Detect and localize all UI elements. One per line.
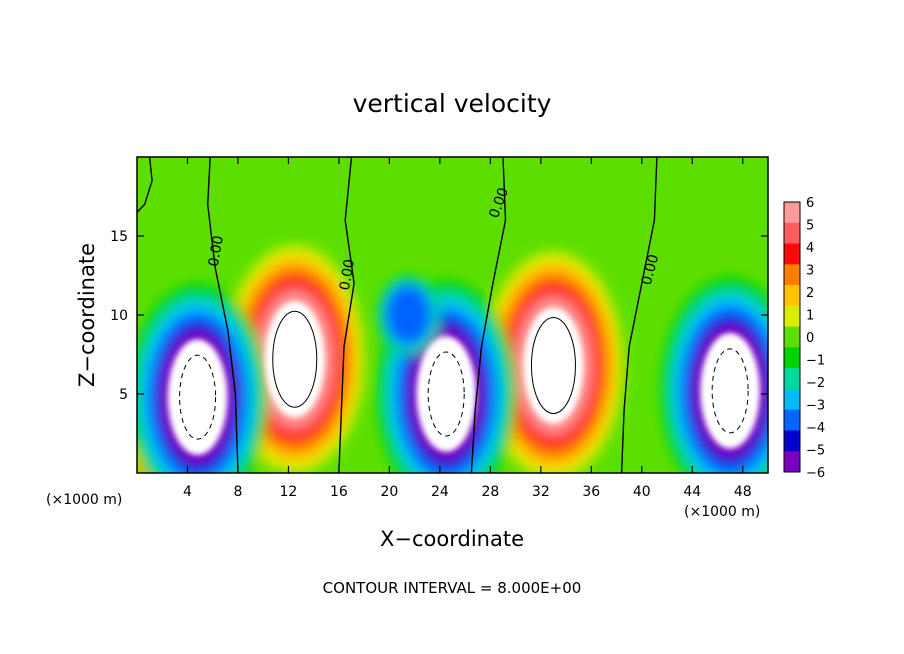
y-axis-title: Z−coordinate <box>75 243 99 387</box>
colorbar-tick-label: −3 <box>806 399 825 414</box>
colorbar-swatch <box>784 430 800 452</box>
x-tick-label: 36 <box>582 484 600 500</box>
x-tick-label: 4 <box>183 484 192 500</box>
colorbar-swatch <box>784 222 800 245</box>
x-tick-label: 20 <box>380 484 398 500</box>
y-tick-label: 5 <box>119 387 128 403</box>
colorbar-tick-label: −1 <box>806 354 825 369</box>
downdraft-contour-fill <box>386 285 431 345</box>
saturated-core <box>700 332 761 449</box>
x-tick-label: 44 <box>683 484 701 500</box>
x-unit-right: (×1000 m) <box>684 504 760 520</box>
colorbar-tick-label: −2 <box>806 376 825 391</box>
zero-contour <box>470 157 507 473</box>
colorbar-swatch <box>784 326 800 348</box>
saturated-core <box>167 339 228 456</box>
contour-label: 0.00 <box>206 234 227 267</box>
colorbar-tick-label: 5 <box>806 219 814 234</box>
y-tick-label: 10 <box>110 308 128 324</box>
negative-contour <box>427 351 465 437</box>
x-tick-label: 40 <box>633 484 651 500</box>
colorbar: 6 5 4 3 2 1 0 −1 −2 −3 −4 −5 −6 <box>783 196 825 481</box>
negative-contour <box>711 348 749 434</box>
x-tick-label: 32 <box>532 484 550 500</box>
colorbar-tick-label: −4 <box>806 421 825 436</box>
saturated-core <box>264 301 325 418</box>
zero-contour <box>338 157 355 473</box>
zero-contour <box>620 157 658 473</box>
x-tick-label: 12 <box>280 484 298 500</box>
x-unit-left: (×1000 m) <box>46 492 122 508</box>
colorbar-tick-label: −5 <box>806 444 825 459</box>
x-axis-title: X−coordinate <box>380 527 524 551</box>
colorbar-frame <box>783 201 801 473</box>
x-tick-label: 8 <box>233 484 242 500</box>
x-tick-label: 24 <box>431 484 449 500</box>
x-tick-label: 16 <box>330 484 348 500</box>
colorbar-swatch <box>784 388 800 411</box>
colorbar-swatch <box>784 368 800 390</box>
x-tick-label: 28 <box>481 484 499 500</box>
x-axis: 4 8 12 16 20 24 28 32 36 40 44 48 <box>183 157 752 500</box>
saturated-core <box>523 307 584 424</box>
zero-contour <box>206 157 239 473</box>
positive-contour <box>272 310 318 408</box>
y-tick-label: 15 <box>110 229 128 245</box>
y-axis: 5 10 15 <box>110 229 768 403</box>
colorbar-swatch <box>784 202 800 224</box>
contour-label: 0.00 <box>337 258 358 291</box>
colorbar-swatch <box>784 305 800 328</box>
colorbar-tick-label: 3 <box>806 264 814 279</box>
colorbar-tick-label: 0 <box>806 331 814 346</box>
colorbar-swatch <box>784 451 800 473</box>
colorbar-tick-label: −6 <box>806 466 825 481</box>
colorbar-tick-label: 4 <box>806 241 814 256</box>
negative-contour <box>179 354 217 440</box>
colorbar-swatch <box>784 285 800 307</box>
colorbar-swatch <box>784 347 800 369</box>
colorbar-tick-label: 1 <box>806 309 814 324</box>
contour-lines <box>137 157 749 473</box>
contour-interval-note: CONTOUR INTERVAL = 8.000E+00 <box>323 579 582 597</box>
zero-contour <box>137 157 153 213</box>
contour-label: 0.00 <box>639 253 663 287</box>
colorbar-swatch <box>784 264 800 286</box>
positive-contour <box>530 317 576 415</box>
velocity-field <box>137 157 768 473</box>
colorbar-tick-label: 2 <box>806 286 814 301</box>
x-tick-label: 48 <box>734 484 752 500</box>
colorbar-swatch <box>784 409 800 431</box>
chart-title: vertical velocity <box>353 89 552 118</box>
colorbar-tick-label: 6 <box>806 196 814 211</box>
saturated-core <box>416 336 477 452</box>
colorbar-swatch <box>784 243 800 265</box>
